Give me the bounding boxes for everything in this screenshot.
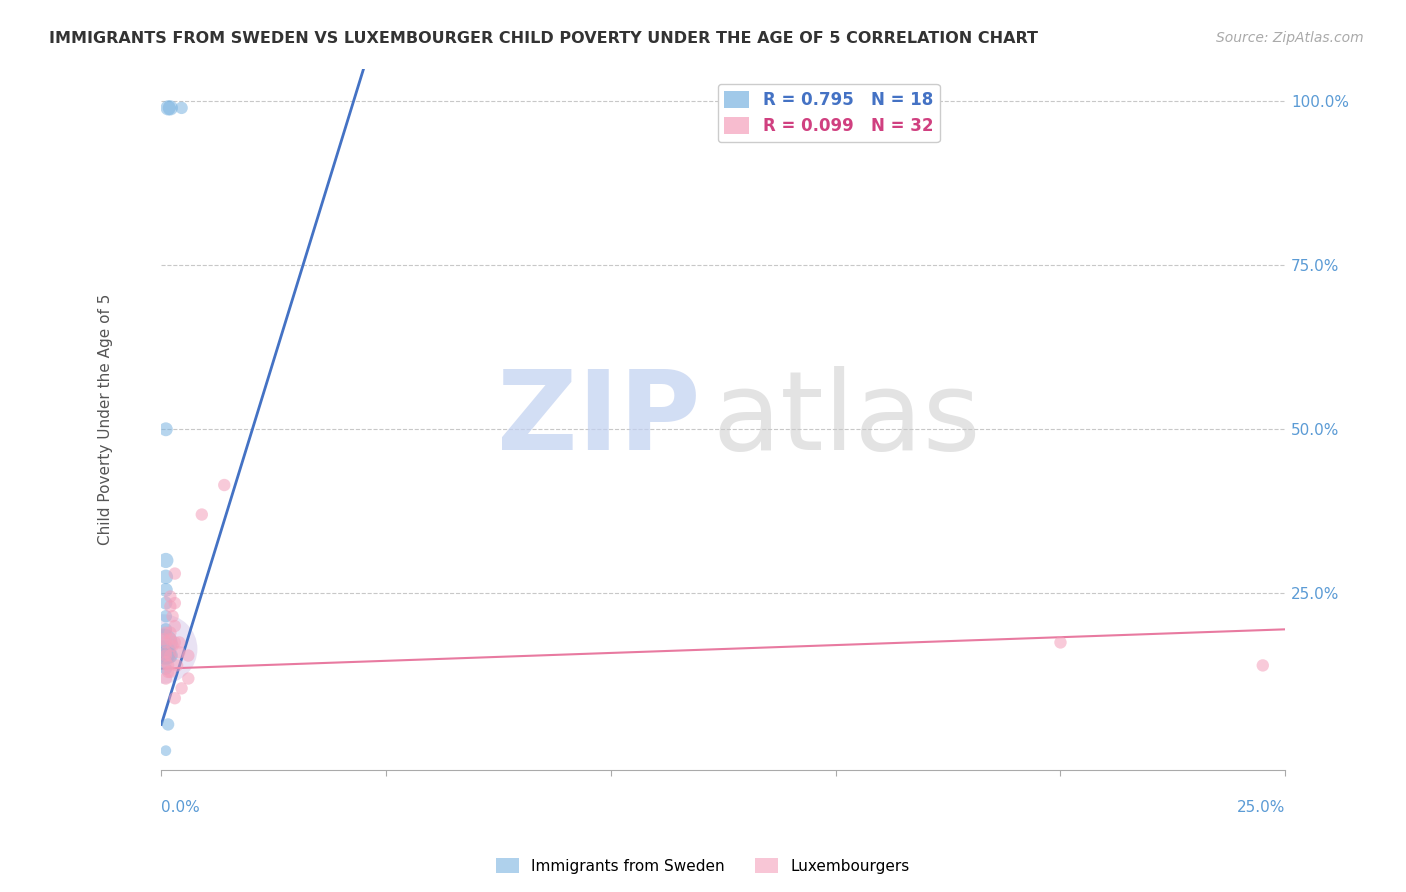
Point bbox=[177, 672, 200, 686]
Point bbox=[155, 422, 177, 436]
Point bbox=[155, 655, 177, 669]
Point bbox=[170, 681, 193, 696]
Text: ZIP: ZIP bbox=[498, 366, 700, 473]
Point bbox=[155, 662, 177, 676]
Point bbox=[163, 596, 186, 610]
Point bbox=[170, 101, 193, 115]
Point bbox=[163, 691, 186, 706]
Point bbox=[155, 553, 177, 567]
Point bbox=[157, 101, 180, 115]
Point bbox=[152, 632, 174, 647]
Legend: Immigrants from Sweden, Luxembourgers: Immigrants from Sweden, Luxembourgers bbox=[491, 852, 915, 880]
Text: atlas: atlas bbox=[711, 366, 980, 473]
Point bbox=[166, 658, 188, 673]
Point bbox=[155, 623, 177, 637]
Point bbox=[177, 648, 200, 663]
Point bbox=[155, 744, 177, 758]
Point bbox=[159, 665, 181, 679]
Point bbox=[191, 508, 214, 522]
Point bbox=[169, 635, 191, 649]
Point bbox=[155, 582, 177, 597]
Point bbox=[155, 648, 177, 663]
Point bbox=[159, 101, 181, 115]
Point bbox=[159, 590, 181, 604]
Text: 0.0%: 0.0% bbox=[162, 800, 200, 815]
Point bbox=[169, 645, 191, 659]
Point bbox=[155, 625, 177, 640]
Point bbox=[214, 478, 236, 492]
Point bbox=[1049, 635, 1071, 649]
Text: Source: ZipAtlas.com: Source: ZipAtlas.com bbox=[1216, 31, 1364, 45]
Legend: R = 0.795   N = 18, R = 0.099   N = 32: R = 0.795 N = 18, R = 0.099 N = 32 bbox=[717, 84, 939, 142]
Point bbox=[152, 642, 174, 657]
Point bbox=[159, 648, 181, 663]
Point bbox=[162, 609, 184, 624]
Point bbox=[162, 639, 184, 653]
Point bbox=[159, 625, 181, 640]
Point bbox=[159, 599, 181, 614]
Point bbox=[157, 717, 180, 731]
Point bbox=[155, 596, 177, 610]
Point bbox=[155, 648, 177, 663]
Point bbox=[155, 570, 177, 584]
Point bbox=[157, 665, 180, 679]
Point bbox=[157, 648, 180, 663]
Point bbox=[155, 672, 177, 686]
Point bbox=[155, 635, 177, 649]
Point bbox=[152, 645, 174, 659]
Point bbox=[157, 658, 180, 673]
Point bbox=[159, 648, 181, 663]
Point bbox=[155, 609, 177, 624]
Text: IMMIGRANTS FROM SWEDEN VS LUXEMBOURGER CHILD POVERTY UNDER THE AGE OF 5 CORRELAT: IMMIGRANTS FROM SWEDEN VS LUXEMBOURGER C… bbox=[49, 31, 1038, 46]
Point bbox=[159, 632, 181, 647]
Point bbox=[163, 619, 186, 633]
Text: 25.0%: 25.0% bbox=[1237, 800, 1285, 815]
Text: Child Poverty Under the Age of 5: Child Poverty Under the Age of 5 bbox=[97, 293, 112, 545]
Point bbox=[152, 635, 174, 649]
Point bbox=[163, 635, 186, 649]
Point bbox=[163, 566, 186, 581]
Point bbox=[155, 645, 177, 659]
Point bbox=[1251, 658, 1274, 673]
